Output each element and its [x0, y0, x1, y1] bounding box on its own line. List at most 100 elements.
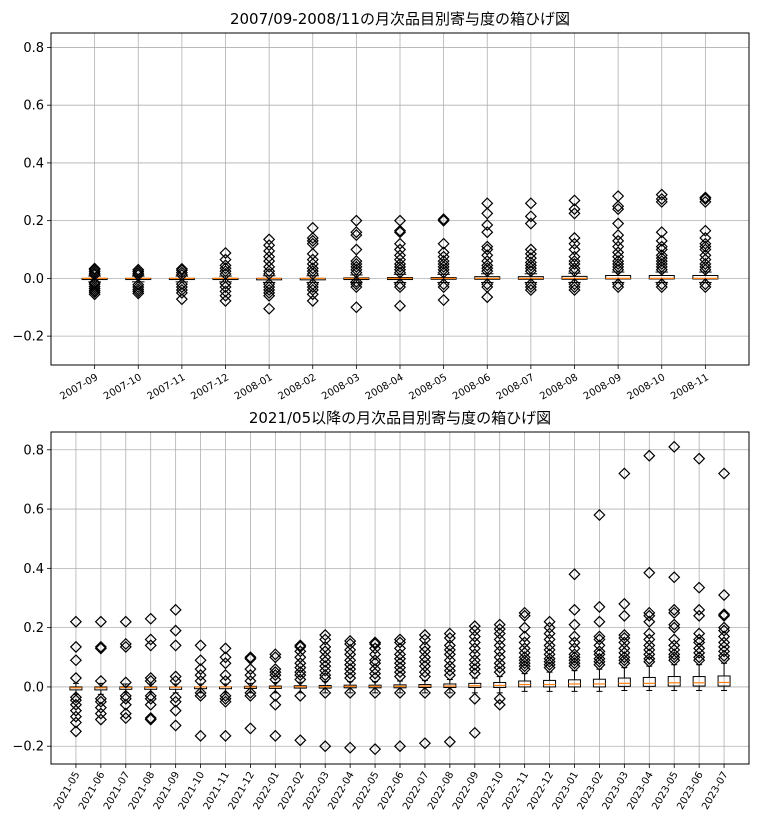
- outlier-point: [132, 285, 145, 298]
- outlier-point: [481, 278, 494, 291]
- outlier-point: [263, 239, 276, 252]
- outlier-point: [655, 278, 668, 291]
- outlier-point: [393, 661, 407, 674]
- box-body: [717, 675, 731, 687]
- outlier-point: [369, 686, 382, 699]
- outlier-point: [219, 689, 232, 702]
- outlier-point: [418, 670, 431, 683]
- box-2008-04: [387, 214, 413, 312]
- outlier-point: [568, 636, 581, 649]
- outlier-point: [319, 655, 332, 668]
- outlier-point: [369, 663, 382, 676]
- outlier-point: [219, 294, 232, 307]
- outlier-point: [568, 642, 581, 655]
- outlier-point: [543, 627, 556, 640]
- outlier-point: [437, 250, 450, 263]
- outlier-point: [169, 695, 182, 708]
- outlier-point: [350, 278, 363, 291]
- outlier-point: [568, 568, 581, 581]
- outlier-point: [263, 255, 276, 268]
- outlier-point: [468, 624, 481, 637]
- box-2021-09: [169, 603, 183, 732]
- outlier-point: [393, 657, 407, 670]
- chart-title: 2021/05以降の月次品目別寄与度の箱ひげ図: [249, 409, 551, 427]
- outlier-point: [169, 704, 182, 717]
- box-2023-01: [568, 568, 581, 692]
- box-2021-05: [69, 615, 83, 738]
- y-tick-label: 0.4: [23, 156, 44, 171]
- outlier-point: [263, 265, 276, 278]
- outlier-point: [468, 726, 481, 739]
- outlier-point: [194, 686, 207, 699]
- outlier-point: [481, 218, 494, 232]
- outlier-point: [612, 246, 625, 259]
- outlier-point: [144, 639, 157, 652]
- outlier-point: [655, 192, 668, 206]
- outlier-point: [493, 692, 506, 705]
- outlier-point: [244, 651, 257, 664]
- outlier-point: [481, 226, 494, 239]
- box-2008-07: [517, 197, 544, 296]
- outlier-point: [443, 664, 456, 677]
- outlier-point: [306, 278, 319, 291]
- box-2008-06: [474, 197, 501, 304]
- outlier-point: [319, 660, 332, 673]
- y-tick-label: 0.6: [23, 503, 44, 518]
- axes-frame: [50, 431, 750, 765]
- outlier-point: [319, 740, 332, 753]
- box-2021-10: [194, 639, 208, 742]
- outlier-point: [294, 666, 307, 679]
- x-tick-label: 2008-03: [320, 372, 362, 402]
- outlier-point: [437, 255, 450, 268]
- outlier-point: [718, 588, 731, 602]
- outlier-point: [350, 243, 363, 256]
- outlier-point: [418, 660, 431, 673]
- outlier-point: [294, 689, 307, 702]
- outlier-point: [568, 207, 581, 220]
- x-tick-label: 2008-06: [451, 372, 493, 402]
- box-2021-08: [144, 612, 158, 726]
- box-2022-01: [268, 648, 282, 742]
- outlier-point: [418, 645, 431, 658]
- outlier-point: [524, 252, 537, 265]
- outlier-point: [468, 630, 481, 643]
- outlier-point: [443, 686, 456, 699]
- box-2022-07: [418, 629, 432, 750]
- outlier-point: [350, 301, 363, 314]
- y-tick-label: 0.0: [23, 272, 44, 287]
- outlier-point: [219, 651, 232, 664]
- outlier-point: [612, 200, 625, 213]
- outlier-point: [699, 231, 712, 245]
- outlier-point: [306, 247, 319, 260]
- box-2023-05: [667, 440, 681, 691]
- outlier-point: [319, 664, 332, 677]
- x-tick-label: 2007-10: [102, 372, 144, 402]
- outlier-point: [568, 250, 581, 263]
- outlier-point: [655, 226, 668, 239]
- outlier-point: [144, 633, 157, 646]
- outlier-point: [643, 648, 656, 661]
- outlier-point: [119, 689, 132, 702]
- y-tick-label: 0.4: [23, 562, 44, 577]
- outlier-point: [194, 663, 207, 676]
- outlier-point: [481, 197, 494, 210]
- outlier-point: [169, 639, 182, 652]
- outlier-point: [481, 255, 494, 268]
- outlier-point: [543, 639, 556, 652]
- outlier-point: [524, 217, 537, 230]
- box-2023-07: [717, 467, 731, 691]
- outlier-point: [699, 278, 712, 291]
- box-2023-02: [592, 508, 606, 692]
- outlier-point: [612, 229, 625, 242]
- outlier-point: [369, 636, 382, 649]
- outlier-point: [194, 729, 207, 742]
- outlier-point: [418, 737, 431, 750]
- outlier-point: [393, 214, 407, 227]
- outlier-point: [468, 654, 481, 667]
- outlier-point: [393, 666, 407, 679]
- outlier-point: [369, 671, 382, 685]
- outlier-point: [643, 606, 656, 619]
- box-2007-10: [125, 263, 152, 300]
- outlier-point: [668, 571, 681, 584]
- outlier-point: [643, 566, 656, 579]
